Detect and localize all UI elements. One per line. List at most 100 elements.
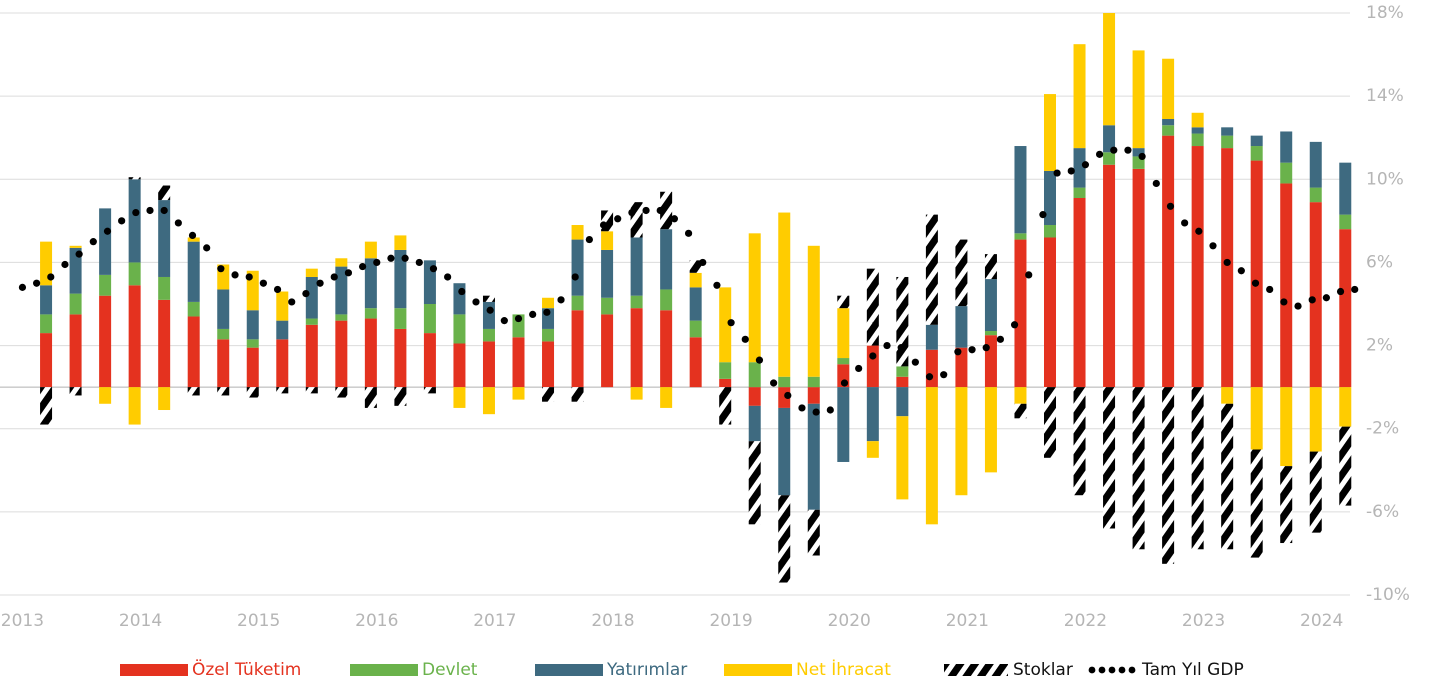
legend-swatch (350, 664, 418, 676)
bar-segment (778, 407, 791, 496)
bar-segment (158, 276, 171, 300)
bar-segment (453, 283, 466, 315)
bar-segment (423, 304, 436, 334)
gdp-dot (557, 296, 565, 304)
bar-segment (187, 301, 200, 317)
bar-segment (1162, 135, 1175, 388)
bar-segment (1103, 387, 1116, 529)
bar-segment (40, 387, 53, 425)
bar-segment (246, 270, 259, 311)
bar-segment (364, 241, 377, 259)
gdp-dot (273, 285, 282, 294)
gdp-dot (940, 371, 948, 379)
bar-segment (955, 347, 968, 388)
bar-segment (1191, 127, 1204, 134)
bar-segment (1014, 233, 1027, 240)
bar-segment (689, 287, 702, 321)
bar-segment (1191, 387, 1204, 550)
gdp-dot (656, 206, 664, 215)
bar-segment (1191, 112, 1204, 128)
bar-segment (305, 268, 318, 277)
bar-segment (984, 331, 997, 336)
bar-segment (571, 387, 584, 402)
gdp-dot (146, 206, 154, 215)
gdp-dot (770, 379, 778, 387)
bar-segment (807, 387, 820, 404)
legend-dot (1088, 666, 1096, 674)
bar-segment (866, 345, 879, 388)
bar-segment (1221, 127, 1234, 136)
bar-segment (660, 289, 673, 311)
bar-segment (748, 405, 761, 442)
gdp-dot (599, 221, 608, 229)
bar-segment (719, 362, 732, 379)
gdp-dot (344, 269, 353, 277)
gdp-dot (855, 364, 863, 373)
gdp-dot (543, 308, 551, 316)
x-tick-label: 2018 (591, 611, 634, 631)
bar-segment (335, 314, 348, 321)
gdp-dot (514, 314, 523, 323)
bar-segment (1162, 125, 1175, 136)
bar-segment (571, 239, 584, 296)
bar-segment (1309, 451, 1322, 533)
bar-segment (837, 387, 850, 462)
bar-segment (40, 285, 53, 315)
bar-segment (305, 318, 318, 325)
gdp-dot (798, 404, 806, 412)
legend-dot (1118, 666, 1126, 674)
gdp-dot (1096, 150, 1104, 158)
bar-segment (187, 237, 200, 242)
gdp-dot (840, 379, 849, 387)
bar-segment (1339, 387, 1352, 427)
bar-segment (1044, 225, 1056, 238)
gdp-dot (259, 279, 267, 287)
bar-segment (394, 308, 407, 329)
legend-label: Yatırımlar (606, 660, 687, 680)
bar-segment (1103, 152, 1116, 165)
legend-label: Net İhracat (796, 659, 891, 680)
bar-segment (925, 387, 938, 525)
bar-segment (748, 233, 761, 363)
x-tick-label: 2016 (355, 611, 398, 631)
bar-segment (246, 310, 259, 340)
gdp-dot (444, 273, 452, 281)
gdp-dot (1280, 298, 1288, 306)
gdp-dot (1294, 302, 1302, 310)
bar-segment (1250, 135, 1263, 147)
bar-segment (1309, 187, 1322, 203)
bar-segment (955, 387, 968, 496)
x-tick-label: 2024 (1300, 611, 1343, 631)
gdp-dot (1067, 167, 1075, 175)
bar-segment (40, 333, 53, 388)
bar-segment (1044, 94, 1056, 171)
bar-segment (1073, 197, 1086, 388)
bar-segment (276, 291, 289, 321)
bar-segment (748, 387, 761, 406)
bar-segment (866, 387, 879, 442)
bar-segment (1339, 162, 1352, 215)
legend-swatch (535, 664, 603, 676)
bar-segment (748, 362, 761, 388)
bar-segment (423, 333, 436, 388)
x-tick-label: 2023 (1182, 611, 1225, 631)
bar-segment (984, 279, 997, 332)
gdp-dot (684, 229, 693, 237)
gdp-dot (628, 208, 636, 217)
bar-segment (453, 314, 466, 344)
bar-segment (896, 366, 909, 377)
gdp-dot (1195, 227, 1203, 235)
gdp-dot (869, 352, 877, 360)
gdp-dot (103, 227, 112, 235)
bar-segment (99, 387, 112, 404)
legend-swatch (724, 664, 792, 676)
gdp-dot (812, 408, 820, 416)
bar-segment (1191, 133, 1204, 147)
gdp-dot (217, 265, 225, 273)
bar-segment (246, 347, 259, 388)
x-tick-label: 2014 (119, 611, 162, 631)
bar-segment (1191, 146, 1204, 388)
gdp-dot (415, 258, 423, 267)
bar-segment (276, 387, 289, 394)
